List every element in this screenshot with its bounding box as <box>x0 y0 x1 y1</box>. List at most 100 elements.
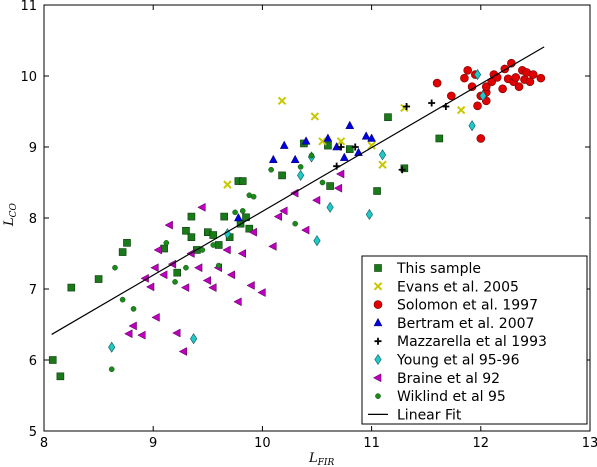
data-point <box>400 164 409 173</box>
data-point <box>246 281 255 290</box>
data-point <box>123 239 131 247</box>
data-point <box>145 282 155 292</box>
legend-item: Solomon et al. 1997 <box>373 298 538 314</box>
legend-item: Young et al 95-96 <box>374 353 520 369</box>
legend-box <box>361 255 588 425</box>
x-tick-label: 8 <box>40 436 48 451</box>
x-tick-label: 13 <box>582 436 597 451</box>
data-point <box>525 77 535 86</box>
data-point <box>233 297 242 307</box>
data-point <box>361 131 371 140</box>
fit-line <box>51 46 545 335</box>
x-tick-label: 12 <box>473 436 490 451</box>
data-point <box>279 206 288 216</box>
legend-label: Linear Fit <box>397 407 462 423</box>
data-point <box>373 187 381 195</box>
y-tick-label: 7 <box>29 283 37 298</box>
data-point <box>473 69 482 81</box>
y-tick-label: 9 <box>29 141 37 156</box>
series-7 <box>108 152 326 373</box>
data-point <box>202 276 212 285</box>
axis-tick-labels: 8 9 10 11 12 13 5 6 7 8 9 10 11 <box>20 0 597 451</box>
data-point <box>476 134 486 143</box>
data-point <box>378 160 387 169</box>
data-point <box>335 169 345 179</box>
legend-swatch <box>374 264 382 272</box>
data-point <box>209 231 218 239</box>
legend-item: Wiklind et al 95 <box>375 389 506 405</box>
data-point <box>67 283 76 292</box>
data-point <box>173 268 182 277</box>
data-point <box>384 113 392 121</box>
legend-swatch <box>373 317 383 327</box>
data-point <box>187 212 196 221</box>
legend-swatch <box>373 300 383 309</box>
data-point <box>301 225 310 235</box>
data-point <box>473 101 482 111</box>
data-point <box>257 288 266 297</box>
data-point <box>172 279 178 285</box>
data-point <box>208 283 217 292</box>
data-point <box>124 329 133 339</box>
legend: This sample Evans et al. 2005 Solomon et a… <box>361 255 588 425</box>
data-point <box>94 275 103 283</box>
data-point <box>323 133 333 142</box>
series-1 <box>223 96 466 189</box>
axis-ticks <box>43 4 591 432</box>
data-point <box>194 263 203 273</box>
data-point <box>290 154 300 164</box>
data-point <box>514 82 524 91</box>
data-point <box>268 154 278 164</box>
y-axis-label: LCO <box>2 202 19 227</box>
legend-label: Young et al 95-96 <box>396 353 520 369</box>
data-point <box>108 366 115 373</box>
legend-item: Mazzarella et al 1993 <box>374 334 547 350</box>
data-point <box>326 201 334 213</box>
data-point <box>481 82 491 91</box>
data-point <box>273 212 283 221</box>
data-point <box>428 99 436 107</box>
data-point <box>137 330 146 340</box>
legend-label: Wiklind et al 95 <box>397 389 506 405</box>
data-point <box>432 78 442 88</box>
data-point <box>182 226 190 235</box>
data-point <box>351 143 359 151</box>
y-tick-label: 5 <box>29 425 37 440</box>
data-point <box>223 180 232 189</box>
y-tick-label: 8 <box>29 212 37 227</box>
data-point <box>197 202 206 212</box>
data-point <box>268 166 274 173</box>
legend-item: Evans et al. 2005 <box>373 279 519 295</box>
legend-swatch <box>374 353 382 366</box>
legend-label: Braine et al 92 <box>397 371 500 387</box>
data-point <box>479 90 487 102</box>
data-point <box>112 264 118 271</box>
data-point <box>183 264 189 271</box>
data-point <box>337 143 345 151</box>
data-point <box>318 137 327 146</box>
data-point <box>237 249 246 258</box>
legend-label: Bertram et al. 2007 <box>397 316 534 332</box>
legend-label: Evans et al. 2005 <box>397 279 519 295</box>
data-point <box>150 263 159 273</box>
data-point <box>215 262 222 269</box>
data-point <box>172 328 181 338</box>
data-point <box>233 212 243 222</box>
series-3 <box>233 120 377 222</box>
data-point <box>239 208 246 214</box>
data-point <box>190 333 198 345</box>
data-point <box>367 133 377 142</box>
legend-label: Mazzarella et al 1993 <box>397 334 547 350</box>
data-point <box>536 73 546 83</box>
series-2 <box>432 58 546 143</box>
data-point <box>297 169 305 181</box>
data-point <box>279 140 289 149</box>
data-point <box>297 164 304 170</box>
data-point <box>313 235 321 247</box>
data-points <box>48 58 546 381</box>
legend-swatch <box>372 373 382 383</box>
data-point <box>365 208 373 221</box>
data-point <box>268 241 277 251</box>
data-point <box>277 96 287 106</box>
